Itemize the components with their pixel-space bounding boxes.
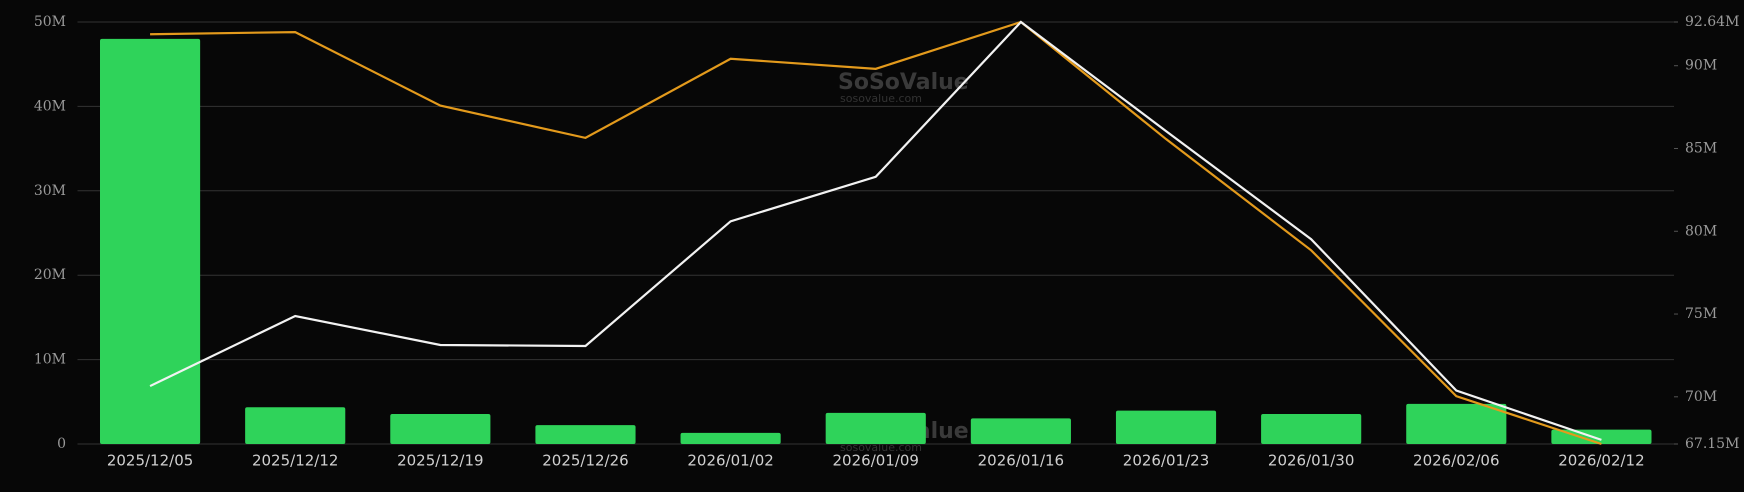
- bar: [825, 412, 926, 444]
- bar: [1406, 403, 1507, 444]
- y-tick-label: 10M: [34, 352, 66, 368]
- y2-tick-label: 80M: [1685, 223, 1717, 239]
- y-tick-label: 50M: [34, 14, 66, 30]
- x-tick-label: 2025/12/19: [397, 452, 483, 470]
- x-tick-label: 2026/01/16: [978, 452, 1064, 470]
- y-tick-label: 30M: [34, 183, 66, 199]
- y2-tick-label: 92.64M: [1685, 14, 1739, 30]
- y2-tick-label: 85M: [1685, 140, 1717, 156]
- bar: [390, 413, 491, 444]
- y-tick-label: 20M: [34, 267, 66, 283]
- line: [149, 20, 1602, 441]
- bar: [1115, 410, 1217, 444]
- x-tick-label: 2025/12/26: [542, 452, 628, 470]
- y2-tick-label: 75M: [1685, 306, 1717, 322]
- x-tick-label: 2026/02/06: [1413, 452, 1499, 470]
- y-tick-label: 40M: [34, 98, 66, 114]
- x-tick-label: 2026/01/02: [687, 452, 773, 470]
- y2-tick-label: 70M: [1685, 389, 1717, 405]
- x-tick-label: 2025/12/05: [107, 452, 193, 470]
- watermark-url: sosovalue.com: [840, 92, 922, 105]
- y2-tick-label: 90M: [1685, 58, 1717, 74]
- watermark: SoSoValue sosovalue.com SoSoValue sosova…: [838, 70, 969, 454]
- bar: [1551, 429, 1652, 444]
- line: [150, 20, 1602, 446]
- bar: [535, 425, 636, 444]
- bar: [1261, 413, 1362, 444]
- y2-tick-label: 67.15M: [1685, 436, 1739, 452]
- watermark-name: SoSoValue: [838, 70, 969, 95]
- bar: [99, 38, 201, 444]
- bar: [680, 432, 781, 444]
- x-tick-label: 2026/01/23: [1123, 452, 1209, 470]
- x-tick-label: 2026/02/12: [1558, 452, 1644, 470]
- y-tick-label: 0: [57, 436, 66, 452]
- bar: [970, 418, 1071, 444]
- x-tick-label: 2026/01/09: [833, 452, 919, 470]
- x-tick-label: 2025/12/12: [252, 452, 338, 470]
- x-tick-label: 2026/01/30: [1268, 452, 1354, 470]
- bar: [245, 407, 346, 444]
